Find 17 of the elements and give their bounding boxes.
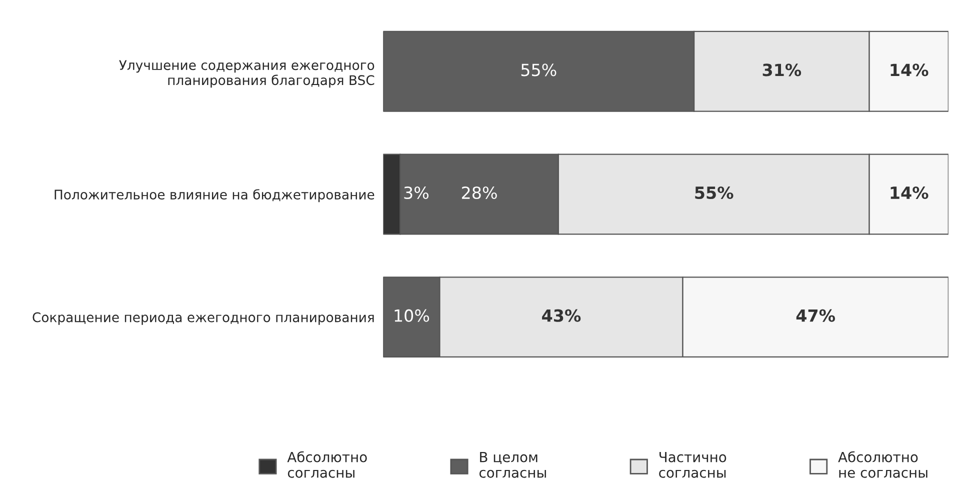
legend-label: Абсолютно не согласны [838,451,928,478]
data-label: 14% [890,64,928,76]
data-label: 47% [796,309,836,322]
legend-label: Частично согласны [659,452,726,478]
y-tick-label: Улучшение содержания ежегодного планирования благодаря BSC [119,60,374,88]
data-label: 28% [462,186,497,200]
y-tick-label: Положительное влияние на бюджетирование [54,189,374,202]
data-label: 55% [695,186,734,200]
data-label: 3% [404,186,429,200]
data-label: 14% [890,186,928,200]
legend-label: В целом согласны [479,452,546,478]
data-label: 31% [762,64,802,76]
data-label: 10% [394,309,430,322]
legend-label: Абсолютно согласны [287,451,367,478]
data-label: 55% [521,64,556,76]
y-tick-label: Сокращение периода ежегодного планирования [32,312,374,325]
data-label: 43% [542,309,581,322]
